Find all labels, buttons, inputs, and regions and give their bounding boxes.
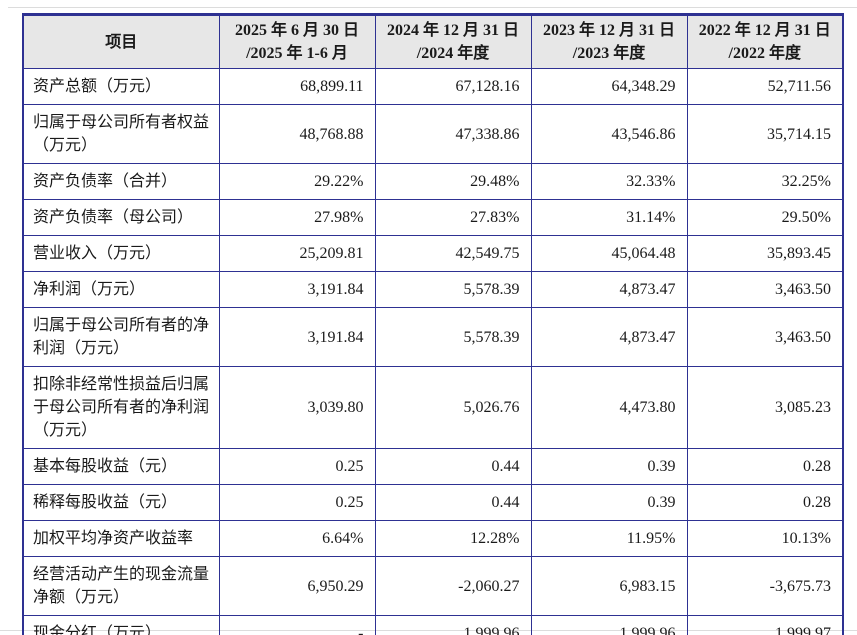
row-label: 资产负债率（合并） <box>22 163 220 200</box>
cell-value: 3,463.50 <box>686 307 844 367</box>
cell-value: 4,873.47 <box>530 271 688 308</box>
table-row: 扣除非经常性损益后归属于母公司所有者的净利润（万元） 3,039.80 5,02… <box>22 366 844 449</box>
cell-value: 29.50% <box>686 199 844 236</box>
cell-value: -2,060.27 <box>374 556 532 616</box>
cell-value: 4,473.80 <box>530 366 688 449</box>
row-label: 加权平均净资产收益率 <box>22 520 220 557</box>
table-row: 资产负债率（合并） 29.22% 29.48% 32.33% 32.25% <box>22 163 844 200</box>
cell-value: 3,191.84 <box>218 271 376 308</box>
row-label: 资产总额（万元） <box>22 68 220 105</box>
cell-value: 48,768.88 <box>218 104 376 164</box>
row-label: 扣除非经常性损益后归属于母公司所有者的净利润（万元） <box>22 366 220 449</box>
table-row: 稀释每股收益（元） 0.25 0.44 0.39 0.28 <box>22 484 844 521</box>
cell-value: 42,549.75 <box>374 235 532 272</box>
row-label: 稀释每股收益（元） <box>22 484 220 521</box>
table-header-row: 项目 2025 年 6 月 30 日 /2025 年 1-6 月 2024 年 … <box>22 14 844 69</box>
table-row: 现金分红（万元） - 1,999.96 1,999.96 1,999.97 <box>22 615 844 635</box>
cell-value: 27.98% <box>218 199 376 236</box>
header-period-2023: 2023 年 12 月 31 日 /2023 年度 <box>530 14 688 69</box>
cell-value: 3,085.23 <box>686 366 844 449</box>
cell-value: 3,463.50 <box>686 271 844 308</box>
financial-summary-table: 项目 2025 年 6 月 30 日 /2025 年 1-6 月 2024 年 … <box>22 13 844 635</box>
cell-value: - <box>218 615 376 635</box>
table-row: 加权平均净资产收益率 6.64% 12.28% 11.95% 10.13% <box>22 520 844 557</box>
row-label: 基本每股收益（元） <box>22 448 220 485</box>
cell-value: 29.22% <box>218 163 376 200</box>
table-row: 归属于母公司所有者的净利润（万元） 3,191.84 5,578.39 4,87… <box>22 307 844 367</box>
cell-value: 43,546.86 <box>530 104 688 164</box>
cell-value: 47,338.86 <box>374 104 532 164</box>
cell-value: 31.14% <box>530 199 688 236</box>
table-row: 资产负债率（母公司） 27.98% 27.83% 31.14% 29.50% <box>22 199 844 236</box>
table-row: 净利润（万元） 3,191.84 5,578.39 4,873.47 3,463… <box>22 271 844 308</box>
row-label: 营业收入（万元） <box>22 235 220 272</box>
row-label: 现金分红（万元） <box>22 615 220 635</box>
cell-value: 1,999.97 <box>686 615 844 635</box>
cell-value: 3,191.84 <box>218 307 376 367</box>
cell-value: 0.39 <box>530 448 688 485</box>
period-line-2: /2024 年度 <box>416 45 490 62</box>
period-line-2: /2025 年 1-6 月 <box>246 45 348 62</box>
table-row: 营业收入（万元） 25,209.81 42,549.75 45,064.48 3… <box>22 235 844 272</box>
cell-value: 0.25 <box>218 484 376 521</box>
cell-value: 25,209.81 <box>218 235 376 272</box>
table-row: 资产总额（万元） 68,899.11 67,128.16 64,348.29 5… <box>22 68 844 105</box>
cell-value: 12.28% <box>374 520 532 557</box>
cell-value: 32.25% <box>686 163 844 200</box>
cell-value: 4,873.47 <box>530 307 688 367</box>
period-line-2: /2022 年度 <box>728 45 801 62</box>
cell-value: 0.28 <box>686 448 844 485</box>
period-line-1: 2025 年 6 月 30 日 <box>234 22 359 39</box>
header-item-label: 项目 <box>105 33 138 51</box>
period-line-1: 2024 年 12 月 31 日 <box>386 22 519 39</box>
cell-value: 6,950.29 <box>218 556 376 616</box>
cell-value: 64,348.29 <box>530 68 688 105</box>
cell-value: 0.44 <box>374 448 532 485</box>
header-period-2024: 2024 年 12 月 31 日 /2024 年度 <box>374 14 532 69</box>
page-top-divider <box>8 7 857 8</box>
cell-value: 5,026.76 <box>374 366 532 449</box>
cell-value: 10.13% <box>686 520 844 557</box>
cell-value: 27.83% <box>374 199 532 236</box>
period-line-2: /2023 年度 <box>572 45 646 62</box>
period-line-1: 2022 年 12 月 31 日 <box>698 22 831 39</box>
row-label: 资产负债率（母公司） <box>22 199 220 236</box>
cell-value: 0.44 <box>374 484 532 521</box>
cell-value: 32.33% <box>530 163 688 200</box>
row-label: 归属于母公司所有者的净利润（万元） <box>22 307 220 367</box>
cell-value: 35,893.45 <box>686 235 844 272</box>
cell-value: 45,064.48 <box>530 235 688 272</box>
cell-value: 1,999.96 <box>374 615 532 635</box>
cell-value: 0.39 <box>530 484 688 521</box>
cell-value: -3,675.73 <box>686 556 844 616</box>
cell-value: 29.48% <box>374 163 532 200</box>
cell-value: 5,578.39 <box>374 271 532 308</box>
cell-value: 0.25 <box>218 448 376 485</box>
cell-value: 6,983.15 <box>530 556 688 616</box>
cell-value: 67,128.16 <box>374 68 532 105</box>
header-item-column: 项目 <box>22 14 220 69</box>
period-line-1: 2023 年 12 月 31 日 <box>542 22 675 39</box>
cell-value: 35,714.15 <box>686 104 844 164</box>
cell-value: 0.28 <box>686 484 844 521</box>
header-period-2025: 2025 年 6 月 30 日 /2025 年 1-6 月 <box>218 14 376 69</box>
cell-value: 52,711.56 <box>686 68 844 105</box>
cell-value: 68,899.11 <box>218 68 376 105</box>
cell-value: 3,039.80 <box>218 366 376 449</box>
row-label: 净利润（万元） <box>22 271 220 308</box>
row-label: 经营活动产生的现金流量净额（万元） <box>22 556 220 616</box>
cell-value: 1,999.96 <box>530 615 688 635</box>
cell-value: 6.64% <box>218 520 376 557</box>
table-row: 归属于母公司所有者权益（万元） 48,768.88 47,338.86 43,5… <box>22 104 844 164</box>
cell-value: 11.95% <box>530 520 688 557</box>
cell-value: 5,578.39 <box>374 307 532 367</box>
header-period-2022: 2022 年 12 月 31 日 /2022 年度 <box>686 14 844 69</box>
table-row: 经营活动产生的现金流量净额（万元） 6,950.29 -2,060.27 6,9… <box>22 556 844 616</box>
row-label: 归属于母公司所有者权益（万元） <box>22 104 220 164</box>
table-row: 基本每股收益（元） 0.25 0.44 0.39 0.28 <box>22 448 844 485</box>
